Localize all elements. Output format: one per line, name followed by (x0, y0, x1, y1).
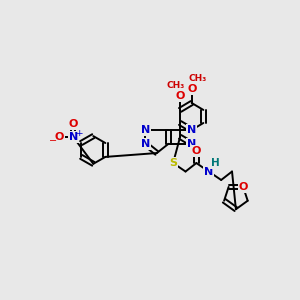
Text: CH₃: CH₃ (189, 74, 207, 83)
Text: O: O (238, 182, 248, 192)
Text: +: + (75, 128, 82, 137)
Text: O: O (192, 146, 201, 156)
Text: N: N (187, 139, 196, 149)
Text: S: S (169, 158, 177, 168)
Text: H: H (211, 158, 219, 168)
Text: O: O (187, 84, 196, 94)
Text: O: O (176, 91, 185, 101)
Text: O: O (55, 132, 64, 142)
Text: N: N (187, 125, 196, 135)
Text: −: − (49, 136, 57, 146)
Text: N: N (204, 167, 213, 176)
Text: N: N (141, 125, 150, 135)
Text: N: N (141, 139, 150, 149)
Text: O: O (68, 119, 78, 129)
Text: O: O (177, 81, 184, 90)
Text: N: N (68, 132, 78, 142)
Text: CH₃: CH₃ (166, 81, 184, 90)
